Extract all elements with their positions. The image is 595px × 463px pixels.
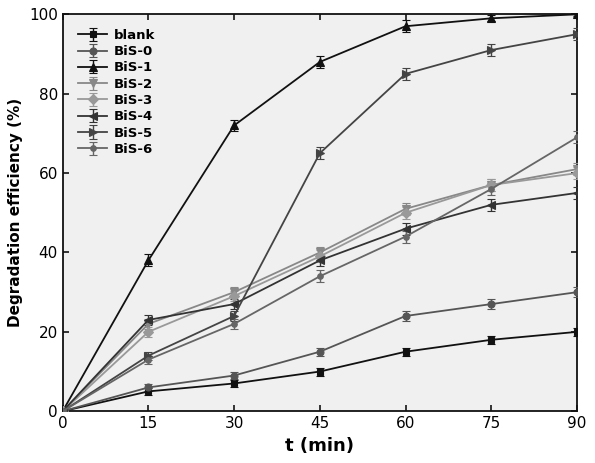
Legend: blank, BiS-0, BiS-1, BiS-2, BiS-3, BiS-4, BiS-5, BiS-6: blank, BiS-0, BiS-1, BiS-2, BiS-3, BiS-4… <box>74 25 159 160</box>
X-axis label: t (min): t (min) <box>285 437 354 455</box>
Y-axis label: Degradation efficiency (%): Degradation efficiency (%) <box>8 98 23 327</box>
